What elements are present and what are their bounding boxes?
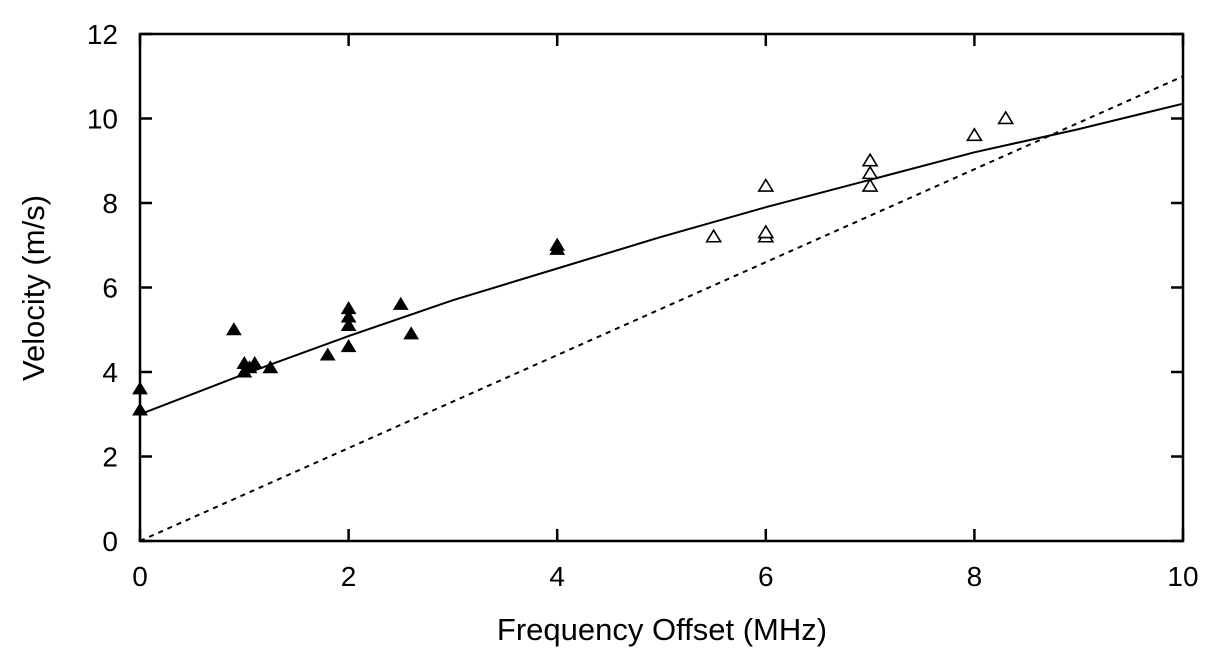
ticks-layer (138, 32, 1185, 543)
filled-triangle-point (319, 347, 336, 361)
filled-triangle-point (403, 326, 420, 340)
y-tick-label: 0 (102, 526, 118, 557)
filled-triangle-point (340, 301, 357, 315)
y-tick-label: 10 (87, 104, 118, 135)
filled-triangle-point (392, 296, 409, 310)
open-triangle-point (997, 110, 1015, 125)
x-tick-label: 2 (341, 561, 357, 592)
filled-triangle-point (340, 309, 357, 323)
y-tick-label: 6 (102, 273, 118, 304)
solid-line-series (139, 102, 1184, 416)
y-tick-label: 12 (87, 19, 118, 50)
filled-triangle-point (262, 360, 279, 374)
open-triangle-point (861, 165, 879, 180)
y-axis-label: Velocity (m/s) (16, 195, 51, 381)
open-triangle-point (757, 224, 775, 239)
x-tick-label: 0 (132, 561, 148, 592)
filled-triangle-point (340, 339, 357, 353)
open-triangle-point (861, 152, 879, 167)
markers-layer (132, 110, 1015, 416)
curves-layer (139, 75, 1184, 542)
open-triangle-point (965, 127, 983, 142)
tick-labels-layer: 0 2 4 6 8 10 0 2 4 6 8 10 12 (87, 19, 1199, 592)
filled-triangle-point (549, 237, 566, 251)
x-tick-label: 10 (1167, 561, 1198, 592)
filled-triangle-point (225, 322, 242, 336)
y-tick-label: 4 (102, 357, 118, 388)
x-axis-label: Frequency Offset (MHz) (497, 612, 827, 647)
filled-triangle-point (246, 355, 263, 369)
y-tick-label: 2 (102, 442, 118, 473)
filled-triangle-point (340, 317, 357, 331)
plot-frame (138, 32, 1185, 543)
open-triangle-point (757, 177, 775, 192)
open-triangle-point (861, 177, 879, 192)
x-tick-label: 8 (967, 561, 983, 592)
x-tick-label: 6 (758, 561, 774, 592)
x-tick-label: 4 (549, 561, 565, 592)
y-tick-label: 8 (102, 188, 118, 219)
dashed-line-series (139, 75, 1184, 542)
open-triangle-point (705, 228, 723, 243)
